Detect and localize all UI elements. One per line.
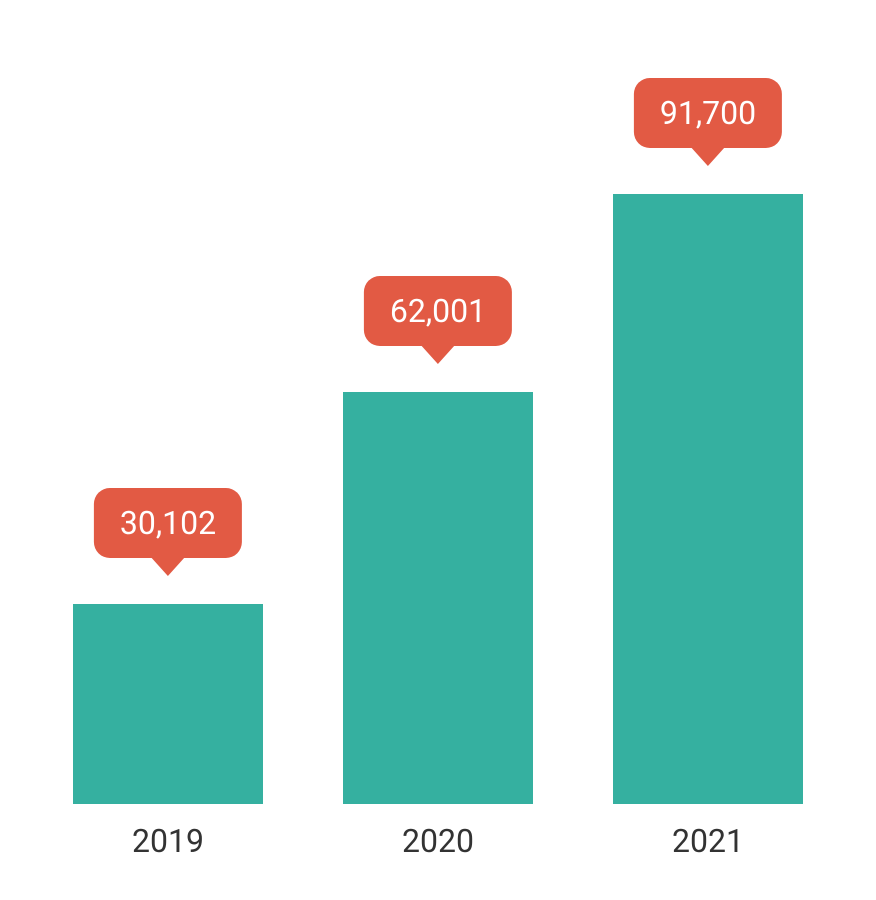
- bar-group: 62,0012020: [343, 392, 533, 860]
- bar-chart: 30,102201962,001202091,7002021: [0, 0, 876, 860]
- x-axis-label: 2021: [672, 822, 744, 860]
- x-axis-label: 2020: [402, 822, 474, 860]
- bar: [343, 392, 533, 804]
- bar-group: 91,7002021: [613, 194, 803, 860]
- bar: [613, 194, 803, 804]
- value-callout: 91,700: [634, 78, 782, 148]
- bar-group: 30,1022019: [73, 604, 263, 860]
- x-axis-label: 2019: [132, 822, 204, 860]
- bar: [73, 604, 263, 804]
- value-callout: 62,001: [364, 276, 512, 346]
- value-callout: 30,102: [94, 488, 242, 558]
